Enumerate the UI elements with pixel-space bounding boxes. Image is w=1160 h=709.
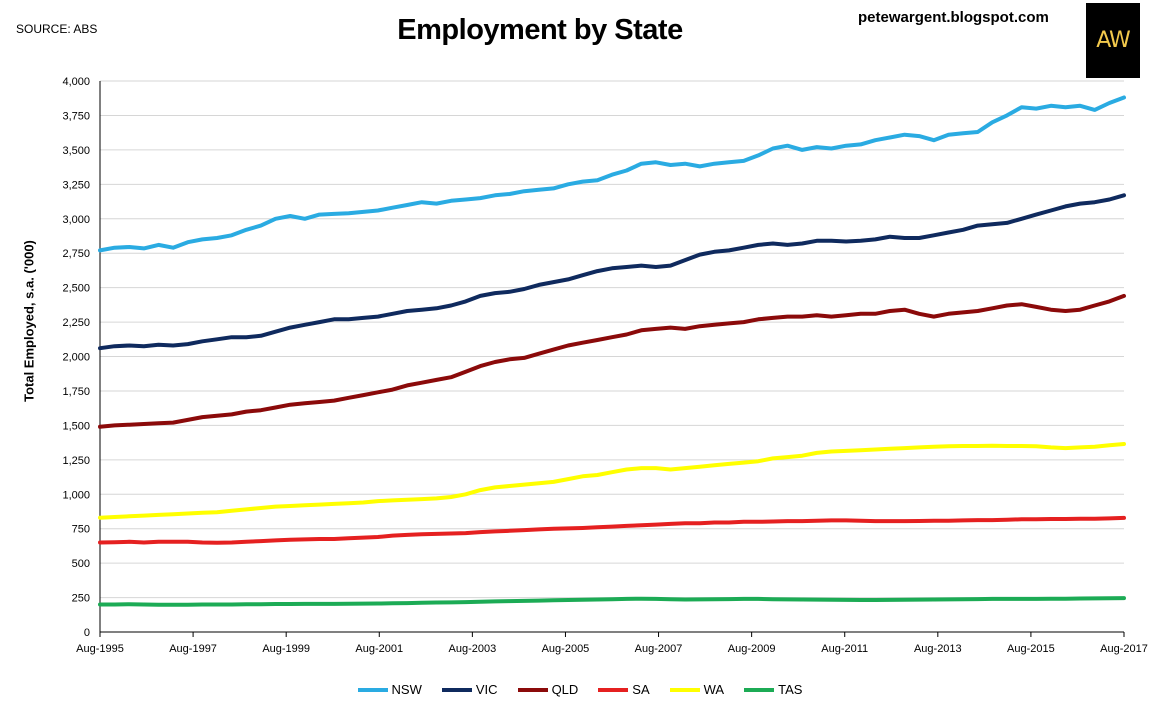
x-tick-label: Aug-2005 — [542, 643, 590, 655]
x-tick-label: Aug-2015 — [1007, 643, 1055, 655]
legend-item-tas: TAS — [744, 682, 802, 697]
x-tick-label: Aug-1997 — [169, 643, 217, 655]
legend-label: NSW — [391, 682, 422, 697]
blog-url: petewargent.blogspot.com — [858, 9, 1049, 26]
legend-swatch — [517, 687, 548, 692]
x-tick-label: Aug-2017 — [1100, 643, 1148, 655]
legend-item-qld: QLD — [517, 682, 579, 697]
y-tick-label: 2,250 — [62, 317, 90, 329]
y-tick-label: 3,000 — [62, 214, 90, 226]
x-tick-label: Aug-2003 — [449, 643, 497, 655]
y-tick-label: 2,750 — [62, 248, 90, 260]
y-tick-label: 3,750 — [62, 110, 90, 122]
y-tick-label: 3,500 — [62, 145, 90, 157]
y-tick-label: 3,250 — [62, 179, 90, 191]
series-line-vic — [98, 193, 1126, 351]
y-tick-label: 1,250 — [62, 455, 90, 467]
legend-label: WA — [703, 682, 725, 697]
x-tick-label: Aug-2001 — [355, 643, 403, 655]
series-line-qld — [98, 293, 1126, 429]
legend-label: QLD — [551, 682, 579, 697]
legend-swatch — [598, 687, 629, 692]
y-tick-label: 0 — [84, 627, 90, 639]
series-line-wa — [98, 442, 1126, 520]
y-tick-label: 750 — [72, 524, 90, 536]
legend-label: VIC — [475, 682, 498, 697]
x-tick-label: Aug-1995 — [76, 643, 124, 655]
legend-label: SA — [632, 682, 650, 697]
legend-label: TAS — [778, 682, 803, 697]
series-line-sa — [98, 515, 1126, 545]
y-tick-label: 4,000 — [62, 76, 90, 88]
chart-title: Employment by State — [397, 14, 683, 46]
y-tick-label: 2,500 — [62, 283, 90, 295]
x-tick-label: Aug-2007 — [635, 643, 683, 655]
y-tick-label: 500 — [72, 558, 90, 570]
y-tick-label: 1,750 — [62, 386, 90, 398]
legend-item-sa: SA — [598, 682, 650, 697]
legend-swatch — [744, 687, 775, 692]
chart-legend: NSW VIC QLD SA WA TAS — [0, 682, 1160, 697]
x-tick-label: Aug-2011 — [821, 643, 868, 655]
y-tick-label: 1,500 — [62, 420, 90, 432]
legend-swatch — [669, 687, 700, 692]
y-tick-label: 1,000 — [62, 489, 90, 501]
y-tick-label: 250 — [72, 593, 90, 605]
legend-swatch — [357, 687, 388, 692]
legend-item-wa: WA — [669, 682, 725, 697]
x-tick-label: Aug-2009 — [728, 643, 776, 655]
logo-text: AW — [1096, 28, 1131, 53]
aw-logo: AW — [1086, 3, 1140, 78]
legend-item-nsw: NSW — [357, 682, 422, 697]
x-tick-label: Aug-1999 — [262, 643, 310, 655]
series-line-nsw — [98, 95, 1126, 253]
source-note: SOURCE: ABS — [16, 22, 98, 36]
y-tick-label: 2,000 — [62, 352, 90, 364]
legend-swatch — [441, 687, 472, 692]
series-line-tas — [98, 596, 1126, 607]
x-tick-label: Aug-2013 — [914, 643, 962, 655]
legend-item-vic: VIC — [441, 682, 498, 697]
